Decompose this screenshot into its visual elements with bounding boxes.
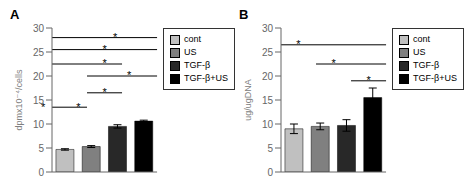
html-text:A: A xyxy=(10,7,20,22)
html-text:TGF-β: TGF-β xyxy=(413,60,440,70)
svg-text:*: * xyxy=(296,38,301,50)
svg-text:25: 25 xyxy=(33,47,45,58)
svg-text:20: 20 xyxy=(33,71,45,82)
html-text:TGF-β+US: TGF-β+US xyxy=(413,73,457,83)
html-text:TGF-β+US: TGF-β+US xyxy=(184,73,228,83)
svg-text:*: * xyxy=(366,74,371,86)
svg-text:0: 0 xyxy=(267,167,273,178)
svg-text:*: * xyxy=(113,31,118,43)
svg-text:*: * xyxy=(102,43,107,55)
svg-text:0: 0 xyxy=(38,167,44,178)
svg-text:5: 5 xyxy=(267,143,273,154)
html-text:TGF-β: TGF-β xyxy=(184,60,211,70)
svg-text:20: 20 xyxy=(262,71,274,82)
html-text:cont: cont xyxy=(184,34,202,44)
svg-text:10: 10 xyxy=(33,119,45,130)
svg-text:ug/ugDNA: ug/ugDNA xyxy=(243,79,253,121)
svg-text:10: 10 xyxy=(262,119,274,130)
svg-text:*: * xyxy=(102,86,107,98)
svg-text:*: * xyxy=(127,69,132,81)
svg-text:*: * xyxy=(76,101,81,113)
html-text:US: US xyxy=(413,47,426,57)
html-text:cont: cont xyxy=(413,34,431,44)
svg-text:dpmx10⁻⁴/cells: dpmx10⁻⁴/cells xyxy=(14,69,24,131)
svg-text:*: * xyxy=(41,101,46,113)
svg-text:25: 25 xyxy=(262,47,274,58)
svg-text:15: 15 xyxy=(262,95,274,106)
svg-text:30: 30 xyxy=(33,23,45,34)
svg-text:*: * xyxy=(102,57,107,69)
svg-text:30: 30 xyxy=(262,23,274,34)
svg-text:5: 5 xyxy=(38,143,44,154)
html-text:US: US xyxy=(184,47,197,57)
svg-text:15: 15 xyxy=(32,94,44,106)
html-text:B: B xyxy=(239,7,249,22)
svg-text:*: * xyxy=(331,57,336,69)
